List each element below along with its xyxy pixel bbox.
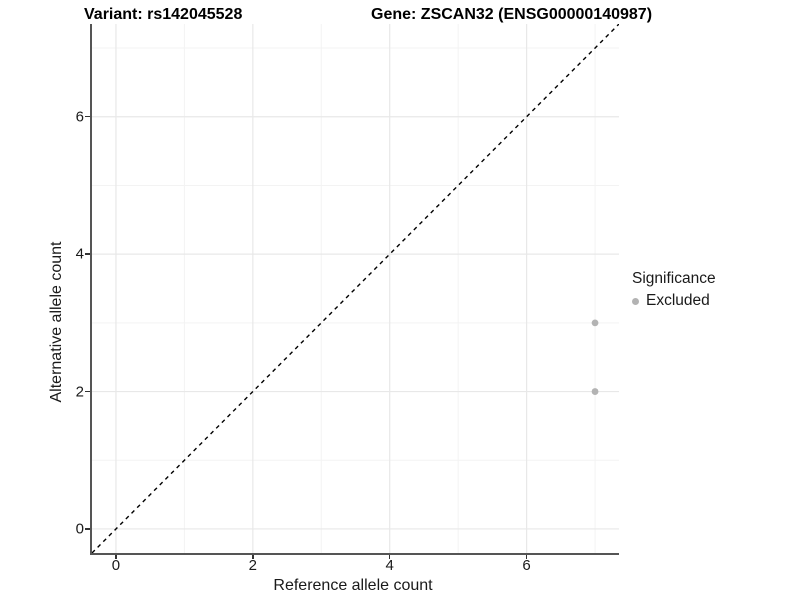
y-axis-tick-label: 0 <box>75 520 84 538</box>
y-axis-tick-mark <box>85 115 90 118</box>
x-axis-title: Reference allele count <box>273 577 433 594</box>
plot-panel <box>90 24 619 555</box>
x-axis-tick-label: 2 <box>248 557 257 574</box>
plot-title-variant: Variant: rs142045528 <box>84 6 243 23</box>
x-axis-tick-label: 6 <box>522 557 531 574</box>
legend-entry-excluded: Excluded <box>632 292 716 310</box>
identity-dashed-line <box>92 24 619 553</box>
legend-key-dot-icon <box>632 297 639 305</box>
data-point <box>591 319 599 327</box>
x-axis-tick-mark <box>388 555 391 559</box>
plot-area-svg <box>92 24 619 553</box>
x-axis-tick-label: 0 <box>111 557 121 574</box>
x-axis-tick-mark <box>115 555 117 559</box>
y-axis-title: Alternative allele count <box>48 241 65 403</box>
legend-entry-label: Excluded <box>646 292 710 309</box>
y-axis-tick-mark <box>85 253 90 255</box>
y-axis-tick-mark <box>85 528 90 530</box>
legend-title: Significance <box>632 270 716 287</box>
y-axis-tick-label: 6 <box>75 108 84 126</box>
y-axis-tick-label: 4 <box>75 245 84 263</box>
y-axis-tick-label: 2 <box>75 383 84 401</box>
x-axis-tick-label: 4 <box>385 557 394 574</box>
legend: Significance Excluded <box>632 270 716 310</box>
data-point <box>591 388 599 395</box>
x-axis-tick-mark <box>252 555 254 559</box>
plot-title-gene: Gene: ZSCAN32 (ENSG00000140987) <box>371 6 653 23</box>
x-axis-tick-mark <box>525 555 528 559</box>
y-axis-tick-mark <box>85 390 90 393</box>
